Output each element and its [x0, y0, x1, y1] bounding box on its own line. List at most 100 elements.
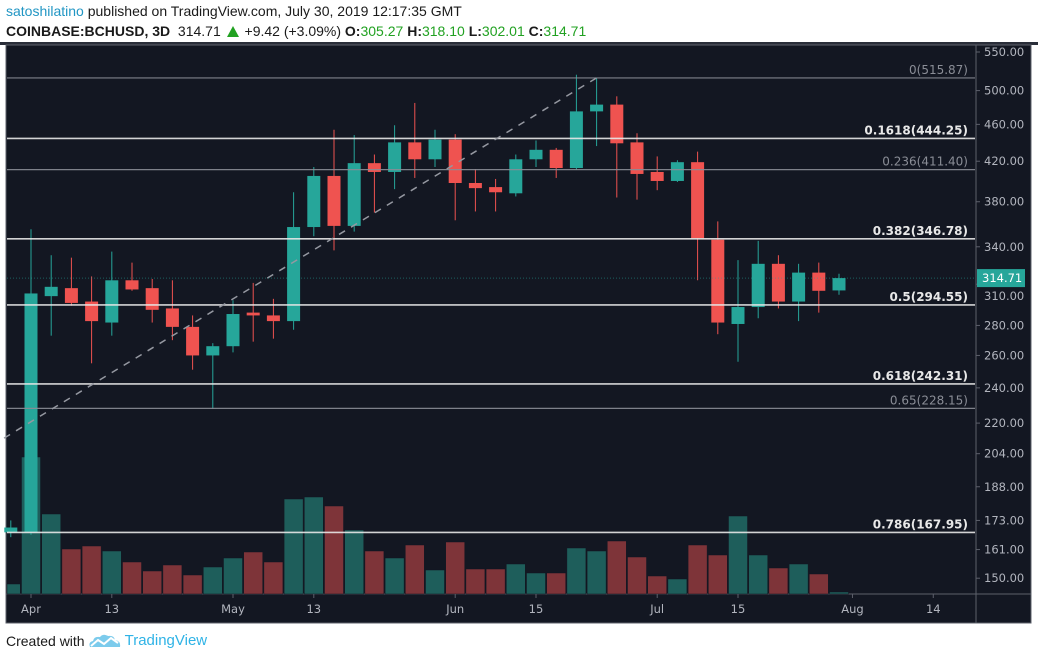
volume-bar: [647, 575, 667, 595]
volume-bar: [223, 557, 243, 595]
candle: [226, 300, 240, 353]
candle: [105, 251, 119, 336]
volume-bar: [687, 544, 708, 595]
candle-body: [610, 104, 624, 144]
price-axis[interactable]: 550.00 500.00 460.00 420.00 380.00 340.00 310.…: [976, 45, 1024, 585]
candle-body: [347, 163, 361, 226]
footer: Created with TradingView: [6, 632, 207, 649]
candle-body: [307, 175, 321, 228]
candle-body: [529, 149, 543, 160]
price-tick-label: 380.00: [984, 195, 1024, 209]
candle-body: [186, 326, 200, 356]
author-link[interactable]: satoshilatino: [6, 3, 84, 19]
candle-body: [630, 142, 644, 174]
fib-retracement[interactable]: 0(515.87) 0.1618(444.25) 0.236(411.40) 0.38…: [7, 63, 975, 534]
high-value: 318.10: [421, 23, 465, 39]
candle: [327, 129, 341, 251]
time-tick-label: Jun: [445, 602, 464, 616]
volume-bar: [405, 544, 425, 595]
candle: [428, 129, 442, 168]
ticker-info: COINBASE:BCHUSD, 3D 314.71 +9.42 (+3.09%…: [6, 23, 586, 40]
volume-bar: [122, 561, 142, 595]
volume-bar: [304, 496, 324, 595]
price-tick-label: 340.00: [984, 240, 1024, 254]
candle-body: [327, 175, 341, 226]
trendline[interactable]: [3, 77, 597, 439]
candle: [367, 154, 381, 213]
triangle-up-icon: [226, 26, 239, 37]
volume-bar: [6, 583, 21, 595]
candle: [448, 134, 462, 221]
volume-bar: [61, 548, 82, 595]
volume-bar: [667, 578, 688, 595]
volume-bar: [788, 563, 809, 595]
tradingview-cloud-icon: [89, 634, 120, 647]
volume-bar: [384, 557, 405, 595]
price-tick-label: 460.00: [984, 117, 1024, 131]
price-tick-label: 420.00: [984, 154, 1024, 168]
low-label: L:: [468, 23, 482, 39]
time-axis[interactable]: Apr 13 May 13 Jun 15 Jul 15 Aug 14: [21, 594, 941, 616]
volume-bar: [41, 513, 61, 595]
candle-body: [832, 278, 846, 291]
candle: [165, 280, 179, 341]
candle: [569, 74, 583, 170]
fib-level-label: 0.1618(444.25): [864, 123, 968, 137]
fib-level-label: 0.5(294.55): [889, 290, 968, 304]
candles: [4, 74, 846, 538]
volume-bar: [526, 572, 546, 595]
candle-body: [448, 139, 462, 184]
price-tick-label: 188.00: [984, 480, 1024, 494]
candle-body: [246, 312, 260, 316]
candle: [24, 229, 38, 535]
candle: [468, 169, 482, 212]
open-value: 305.27: [360, 23, 404, 39]
candle: [691, 151, 705, 281]
fib-level-label: 0.618(242.31): [873, 369, 968, 383]
candle: [85, 276, 99, 364]
candle-body: [549, 149, 563, 169]
fib-level-label: 0.236(411.40): [882, 155, 968, 169]
candle: [731, 260, 745, 362]
volume-bar: [182, 574, 203, 595]
time-tick-label: Apr: [21, 602, 41, 616]
candle: [670, 160, 684, 182]
candle-body: [569, 111, 583, 169]
candle: [832, 273, 846, 295]
candle: [529, 140, 543, 168]
candle: [246, 282, 260, 342]
candle: [650, 156, 664, 191]
volume-bar: [445, 541, 465, 595]
volume-bar: [102, 550, 122, 595]
time-tick-label: May: [221, 602, 245, 616]
chart-pane[interactable]: [5, 44, 1032, 624]
candle: [125, 262, 139, 291]
candle-body: [24, 293, 38, 533]
candle-body: [428, 139, 442, 160]
time-tick-label: Jul: [649, 602, 664, 616]
candle-body: [731, 307, 745, 324]
volume-bar: [708, 554, 728, 595]
volume-bar: [809, 573, 829, 595]
candle-body: [691, 162, 705, 239]
time-tick-label: Aug: [841, 602, 863, 616]
volume-bar: [829, 591, 849, 595]
price-tick-label: 150.00: [984, 571, 1024, 585]
candle: [186, 315, 200, 370]
volume-bar: [243, 551, 263, 595]
candle: [630, 133, 644, 200]
candle: [408, 102, 422, 178]
candle: [287, 192, 301, 330]
candle-body: [125, 280, 139, 290]
tradingview-link[interactable]: TradingView: [124, 632, 208, 649]
candle-body: [650, 171, 664, 181]
close-label: C:: [528, 23, 544, 39]
volume-bar: [485, 568, 506, 595]
volume-bar: [162, 564, 183, 595]
last-price-marker: 314.71: [7, 269, 1025, 288]
candle: [64, 257, 78, 306]
candle-body: [105, 280, 119, 323]
candle: [610, 96, 624, 198]
candle-body: [670, 162, 684, 181]
